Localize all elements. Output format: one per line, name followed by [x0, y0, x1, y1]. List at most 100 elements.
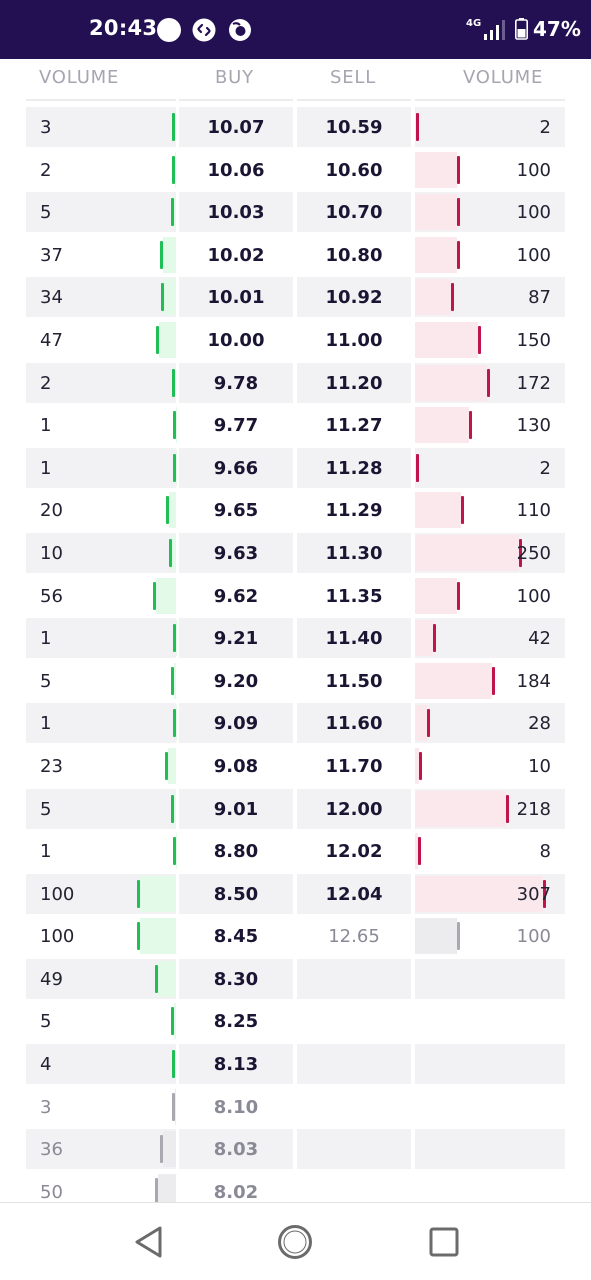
- sell-volume-cell[interactable]: 42: [415, 618, 565, 659]
- buy-volume-cell[interactable]: 1: [26, 831, 176, 871]
- order-row[interactable]: 2 9.78 11.20 172: [0, 362, 591, 405]
- sell-volume-cell[interactable]: 184: [415, 661, 565, 701]
- sell-price-cell[interactable]: 11.28: [297, 447, 411, 488]
- buy-volume-cell[interactable]: 1: [26, 618, 176, 659]
- order-row[interactable]: 47 10.00 11.00 150: [0, 319, 591, 362]
- buy-volume-cell[interactable]: 34: [26, 277, 176, 318]
- sell-price-cell[interactable]: 11.20: [297, 362, 411, 403]
- buy-price-cell[interactable]: 9.66: [179, 447, 293, 488]
- sell-volume-cell[interactable]: 250: [415, 532, 565, 573]
- buy-price-cell[interactable]: 8.10: [179, 1087, 293, 1127]
- buy-volume-cell[interactable]: 3: [26, 1087, 176, 1127]
- buy-volume-cell[interactable]: 47: [26, 320, 176, 360]
- sell-volume-cell[interactable]: 87: [415, 277, 565, 318]
- sell-volume-cell[interactable]: 172: [415, 362, 565, 403]
- sell-volume-cell[interactable]: 28: [415, 703, 565, 744]
- order-row[interactable]: 4 8.13: [0, 1043, 591, 1086]
- order-row[interactable]: 34 10.01 10.92 87: [0, 276, 591, 319]
- sell-volume-cell[interactable]: 100: [415, 150, 565, 190]
- buy-volume-cell[interactable]: 20: [26, 490, 176, 530]
- sell-volume-cell[interactable]: 150: [415, 320, 565, 360]
- buy-price-cell[interactable]: 9.77: [179, 405, 293, 445]
- order-row[interactable]: 5 9.01 12.00 218: [0, 788, 591, 831]
- sell-price-cell[interactable]: 11.35: [297, 576, 411, 616]
- order-row[interactable]: 5 9.20 11.50 184: [0, 660, 591, 703]
- buy-price-cell[interactable]: 8.80: [179, 831, 293, 871]
- buy-price-cell[interactable]: 9.20: [179, 661, 293, 701]
- buy-volume-cell[interactable]: 3: [26, 107, 176, 147]
- sell-volume-cell[interactable]: 100: [415, 192, 565, 233]
- buy-price-cell[interactable]: 8.30: [179, 958, 293, 999]
- buy-price-cell[interactable]: 8.02: [179, 1172, 293, 1212]
- sell-price-cell[interactable]: 11.40: [297, 618, 411, 659]
- order-row[interactable]: 3 8.10: [0, 1086, 591, 1129]
- sell-price-cell[interactable]: 10.59: [297, 107, 411, 147]
- order-row[interactable]: 100 8.45 12.65 100: [0, 915, 591, 958]
- sell-price-cell[interactable]: 11.27: [297, 405, 411, 445]
- buy-volume-cell[interactable]: 36: [26, 1129, 176, 1170]
- buy-price-cell[interactable]: 10.02: [179, 235, 293, 275]
- sell-price-cell[interactable]: 10.70: [297, 192, 411, 233]
- buy-price-cell[interactable]: 10.07: [179, 107, 293, 147]
- buy-volume-cell[interactable]: 100: [26, 873, 176, 914]
- order-row[interactable]: 10 9.63 11.30 250: [0, 532, 591, 575]
- sell-volume-cell[interactable]: 100: [415, 576, 565, 616]
- sell-price-cell[interactable]: 11.70: [297, 746, 411, 786]
- order-row[interactable]: 50 8.02: [0, 1171, 591, 1214]
- buy-price-cell[interactable]: 10.06: [179, 150, 293, 190]
- buy-volume-cell[interactable]: 1: [26, 703, 176, 744]
- buy-volume-cell[interactable]: 23: [26, 746, 176, 786]
- buy-volume-cell[interactable]: 5: [26, 788, 176, 829]
- sell-price-cell[interactable]: 12.04: [297, 873, 411, 914]
- back-icon[interactable]: [133, 1225, 165, 1259]
- buy-volume-cell[interactable]: 56: [26, 576, 176, 616]
- sell-volume-cell[interactable]: 110: [415, 490, 565, 530]
- buy-price-cell[interactable]: 8.25: [179, 1001, 293, 1041]
- buy-price-cell[interactable]: 9.65: [179, 490, 293, 530]
- sell-volume-cell[interactable]: 100: [415, 235, 565, 275]
- buy-price-cell[interactable]: 9.01: [179, 788, 293, 829]
- sell-price-cell[interactable]: 12.02: [297, 831, 411, 871]
- sell-volume-cell[interactable]: 307: [415, 873, 565, 914]
- buy-price-cell[interactable]: 10.01: [179, 277, 293, 318]
- sell-price-cell[interactable]: 11.60: [297, 703, 411, 744]
- sell-price-cell[interactable]: 11.29: [297, 490, 411, 530]
- sell-price-cell[interactable]: 12.65: [297, 916, 411, 956]
- buy-volume-cell[interactable]: 5: [26, 192, 176, 233]
- sell-volume-cell[interactable]: 100: [415, 916, 565, 956]
- buy-price-cell[interactable]: 9.09: [179, 703, 293, 744]
- recents-icon[interactable]: [429, 1227, 459, 1257]
- order-row[interactable]: 49 8.30: [0, 958, 591, 1001]
- order-row[interactable]: 23 9.08 11.70 10: [0, 745, 591, 788]
- buy-volume-cell[interactable]: 50: [26, 1172, 176, 1212]
- buy-price-cell[interactable]: 9.21: [179, 618, 293, 659]
- order-book[interactable]: 3 10.07 10.59 2 2 10.06 10.60 100 5 10.03 10.70 100…: [0, 106, 591, 1213]
- buy-price-cell[interactable]: 10.00: [179, 320, 293, 360]
- buy-volume-cell[interactable]: 37: [26, 235, 176, 275]
- buy-price-cell[interactable]: 9.78: [179, 362, 293, 403]
- order-row[interactable]: 56 9.62 11.35 100: [0, 575, 591, 618]
- sell-price-cell[interactable]: 11.00: [297, 320, 411, 360]
- order-row[interactable]: 100 8.50 12.04 307: [0, 873, 591, 916]
- buy-volume-cell[interactable]: 49: [26, 958, 176, 999]
- buy-price-cell[interactable]: 9.08: [179, 746, 293, 786]
- buy-price-cell[interactable]: 8.50: [179, 873, 293, 914]
- buy-volume-cell[interactable]: 1: [26, 405, 176, 445]
- order-row[interactable]: 1 8.80 12.02 8: [0, 830, 591, 873]
- buy-price-cell[interactable]: 9.63: [179, 532, 293, 573]
- buy-price-cell[interactable]: 9.62: [179, 576, 293, 616]
- order-row[interactable]: 5 10.03 10.70 100: [0, 191, 591, 234]
- order-row[interactable]: 1 9.77 11.27 130: [0, 404, 591, 447]
- buy-volume-cell[interactable]: 5: [26, 661, 176, 701]
- order-row[interactable]: 2 10.06 10.60 100: [0, 149, 591, 192]
- order-row[interactable]: 3 10.07 10.59 2: [0, 106, 591, 149]
- sell-price-cell[interactable]: 11.50: [297, 661, 411, 701]
- buy-volume-cell[interactable]: 100: [26, 916, 176, 956]
- sell-volume-cell[interactable]: 10: [415, 746, 565, 786]
- order-row[interactable]: 37 10.02 10.80 100: [0, 234, 591, 277]
- order-row[interactable]: 36 8.03: [0, 1128, 591, 1171]
- buy-volume-cell[interactable]: 2: [26, 362, 176, 403]
- sell-price-cell[interactable]: 10.80: [297, 235, 411, 275]
- sell-volume-cell[interactable]: 130: [415, 405, 565, 445]
- sell-price-cell[interactable]: 11.30: [297, 532, 411, 573]
